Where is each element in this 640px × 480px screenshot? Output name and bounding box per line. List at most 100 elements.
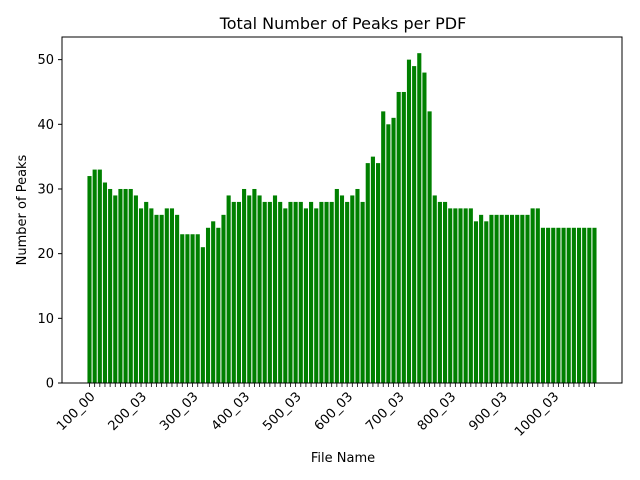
bar: [566, 227, 571, 383]
bar: [484, 221, 489, 383]
bar: [108, 188, 113, 383]
bar: [138, 208, 144, 383]
bar: [412, 66, 417, 383]
bar: [113, 195, 118, 383]
bar: [226, 195, 231, 383]
bar: [582, 227, 587, 383]
bar: [92, 169, 97, 383]
bar: [473, 221, 479, 383]
bar: [556, 227, 561, 383]
bar: [334, 188, 339, 383]
bar: [123, 188, 128, 383]
bar: [159, 214, 164, 383]
bar: [437, 201, 442, 383]
bar: [381, 111, 386, 384]
bar: [247, 195, 252, 383]
bar: [339, 195, 345, 383]
y-tick-label: 10: [37, 312, 54, 327]
bar: [520, 214, 525, 383]
bar: [200, 247, 205, 383]
chart-title: Total Number of Peaks per PDF: [219, 14, 467, 33]
bar: [298, 201, 303, 383]
bar: [576, 227, 582, 383]
bar: [504, 214, 509, 383]
bar: [262, 201, 267, 383]
bar: [525, 214, 530, 383]
y-tick-label: 20: [37, 247, 54, 262]
bar: [499, 214, 504, 383]
bar: [386, 124, 391, 383]
bar: [221, 214, 226, 383]
bar: [205, 227, 211, 383]
bar: [97, 169, 102, 383]
bar: [236, 201, 241, 383]
y-axis-label: Number of Peaks: [15, 154, 30, 265]
bar: [355, 188, 360, 383]
bar: [329, 201, 334, 383]
bar: [87, 176, 92, 383]
bar: [324, 201, 329, 383]
bar: [195, 234, 200, 383]
bar: [401, 91, 406, 383]
bar: [164, 208, 169, 383]
bar: [293, 201, 298, 383]
bar: [278, 201, 283, 383]
bar: [509, 214, 515, 383]
y-tick-label: 0: [46, 377, 54, 392]
bar: [154, 214, 159, 383]
bar: [118, 188, 123, 383]
bar: [149, 208, 154, 383]
bar: [406, 59, 412, 383]
bar: [453, 208, 458, 383]
bar: [448, 208, 453, 383]
y-tick-label: 40: [37, 118, 54, 133]
bar: [432, 195, 437, 383]
bar: [144, 201, 149, 383]
bar: [257, 195, 262, 383]
bar: [468, 208, 473, 383]
bar: [345, 201, 350, 383]
bar: [587, 227, 592, 383]
plot-frame: [61, 36, 623, 384]
bar: [515, 214, 520, 383]
y-tick-label: 50: [37, 53, 54, 68]
bar: [391, 117, 396, 383]
bar: [494, 214, 499, 383]
bar: [283, 208, 288, 383]
bar: [309, 201, 314, 383]
bar: [272, 195, 278, 383]
bar: [365, 163, 370, 383]
bar: [267, 201, 272, 383]
bar: [489, 214, 494, 383]
bar: [479, 214, 484, 383]
bar: [376, 163, 381, 383]
bar: [427, 111, 432, 384]
bar: [458, 208, 463, 383]
bar: [211, 221, 216, 383]
bar: [128, 188, 133, 383]
bar: [546, 227, 551, 383]
bar: [551, 227, 556, 383]
bar: [169, 208, 175, 383]
bar: [417, 53, 422, 384]
bar: [190, 234, 195, 383]
x-axis-label: File Name: [311, 451, 375, 466]
bar: [242, 188, 247, 383]
bar: [216, 227, 221, 383]
bar: [535, 208, 540, 383]
y-tick-label: 30: [37, 182, 54, 197]
bar: [231, 201, 236, 383]
bar: [592, 227, 597, 383]
bars-group: [87, 53, 597, 384]
bar: [303, 208, 308, 383]
bar: [252, 188, 257, 383]
bar: [370, 156, 375, 383]
bar: [314, 208, 319, 383]
bar: [175, 214, 180, 383]
bar: [530, 208, 535, 383]
y-axis-ticks: 0 10 20 30 40 50: [37, 53, 62, 392]
bar: [463, 208, 468, 383]
bar: [319, 201, 324, 383]
bar: [561, 227, 566, 383]
